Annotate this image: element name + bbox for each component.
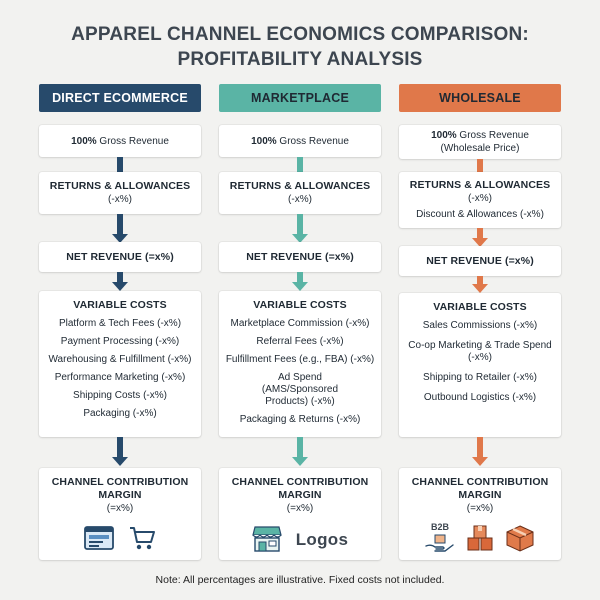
contribution-margin-box: CHANNEL CONTRIBUTION MARGIN (=x%) — [39, 468, 201, 560]
margin-line-1: CHANNEL CONTRIBUTION — [411, 476, 549, 488]
gross-sub: (Wholesale Price) — [440, 143, 520, 154]
flow-arrow — [292, 272, 308, 292]
gross-label: Gross Revenue — [456, 130, 529, 141]
net-revenue-box: NET REVENUE (=x%) — [399, 246, 561, 276]
cost-item: Warehousing & Fulfillment (-x%) — [48, 354, 192, 365]
returns-heading: RETURNS & ALLOWANCES — [229, 180, 371, 192]
cost-item: Sales Commissions (-x%) — [422, 320, 538, 331]
margin-line-1: CHANNEL CONTRIBUTION — [51, 476, 189, 488]
cost-item: Marketplace Commission (-x%) — [230, 318, 370, 329]
title-line-2: PROFITABILITY ANALYSIS — [177, 49, 423, 70]
flow-arrow — [472, 228, 488, 248]
net-revenue-box: NET REVENUE (=x%) — [39, 242, 201, 272]
net-revenue: NET REVENUE (=x%) — [66, 250, 174, 263]
gross-revenue-box: 100% Gross Revenue — [39, 125, 201, 157]
returns-heading: RETURNS & ALLOWANCES — [409, 179, 551, 191]
gross-label: Gross Revenue — [276, 135, 349, 147]
net-revenue: NET REVENUE (=x%) — [426, 254, 534, 267]
margin-line-2: MARGIN — [98, 489, 142, 501]
page-title: APPAREL CHANNEL ECONOMICS COMPARISON: PR… — [0, 22, 600, 72]
cost-item: Shipping Costs (-x%) — [73, 390, 167, 401]
margin-line-2: MARGIN — [458, 489, 502, 501]
net-revenue: NET REVENUE (=x%) — [246, 250, 354, 263]
footnote: Note: All percentages are illustrative. … — [155, 574, 445, 586]
variable-costs-heading: VARIABLE COSTS — [433, 301, 527, 313]
package-icon — [506, 524, 534, 552]
flow-arrow — [292, 437, 308, 467]
flow-arrow — [112, 214, 128, 244]
shopping-cart-icon — [130, 527, 155, 550]
gross-label: Gross Revenue — [96, 135, 169, 147]
margin-value: (=x%) — [106, 503, 134, 514]
returns-heading: RETURNS & ALLOWANCES — [49, 180, 191, 192]
returns-value: (-x%) — [108, 194, 132, 205]
gross-pct: 100% — [251, 135, 277, 147]
cost-item: Co-op Marketing & Trade Spend (-x%) — [408, 340, 552, 363]
b2b-label: B2B — [430, 522, 449, 532]
storefront-icon — [251, 526, 282, 552]
logos-placeholder-text: Logos — [295, 529, 349, 549]
column-header: MARKETPLACE — [219, 84, 381, 112]
gross-revenue-box: 100% Gross Revenue — [219, 125, 381, 157]
variable-costs-box: VARIABLE COSTS Sales Commissions (-x%) C… — [399, 293, 561, 437]
net-revenue-box: NET REVENUE (=x%) — [219, 242, 381, 272]
contribution-margin-box: CHANNEL CONTRIBUTION MARGIN (=x%) B2B — [399, 468, 561, 560]
cost-item: Packaging & Returns (-x%) — [239, 414, 361, 425]
flow-arrow — [472, 437, 488, 467]
margin-value: (=x%) — [466, 503, 494, 514]
cost-item: Performance Marketing (-x%) — [54, 372, 186, 383]
browser-window-icon — [84, 526, 114, 550]
gross-pct: 100% — [431, 130, 457, 141]
variable-costs-box: VARIABLE COSTS Platform & Tech Fees (-x%… — [39, 291, 201, 437]
box-stack-icon — [467, 525, 493, 550]
returns-value: (-x%) — [288, 194, 312, 205]
margin-line-1: CHANNEL CONTRIBUTION — [231, 476, 369, 488]
variable-costs-heading: VARIABLE COSTS — [253, 299, 347, 311]
variable-costs-heading: VARIABLE COSTS — [73, 299, 167, 311]
gross-pct: 100% — [71, 135, 97, 147]
cost-item: Packaging (-x%) — [83, 408, 157, 419]
margin-value: (=x%) — [286, 503, 314, 514]
title-line-1: APPAREL CHANNEL ECONOMICS COMPARISON: — [71, 24, 529, 45]
column-header: DIRECT ECOMMERCE — [39, 84, 201, 112]
returns-box: RETURNS & ALLOWANCES (-x%) — [219, 172, 381, 214]
cost-item: Payment Processing (-x%) — [60, 336, 180, 347]
returns-box: RETURNS & ALLOWANCES (-x%) Discount & Al… — [399, 172, 561, 228]
contribution-margin-box: CHANNEL CONTRIBUTION MARGIN (=x%) Logos — [219, 468, 381, 560]
column-header: WHOLESALE — [399, 84, 561, 112]
flow-arrow — [292, 214, 308, 244]
flow-arrow — [472, 276, 488, 294]
flow-arrow — [112, 272, 128, 292]
variable-costs-box: VARIABLE COSTS Marketplace Commission (-… — [219, 291, 381, 437]
cost-item: Platform & Tech Fees (-x%) — [58, 318, 182, 329]
gross-revenue-box: 100% Gross Revenue (Wholesale Price) — [399, 125, 561, 159]
cost-item: Outbound Logistics (-x%) — [423, 392, 537, 403]
flow-arrow — [112, 437, 128, 467]
cost-item: Ad Spend (AMS/Sponsored Products) (-x%) — [261, 372, 339, 407]
cost-item: Referral Fees (-x%) — [256, 336, 344, 347]
returns-box: RETURNS & ALLOWANCES (-x%) — [39, 172, 201, 214]
cost-item: Fulfillment Fees (e.g., FBA) (-x%) — [225, 354, 375, 365]
returns-extra: Discount & Allowances (-x%) — [416, 209, 544, 220]
hand-box-icon: B2B — [425, 521, 455, 554]
margin-line-2: MARGIN — [278, 489, 322, 501]
cost-item: Shipping to Retailer (-x%) — [423, 372, 537, 383]
returns-value: (-x%) — [468, 193, 492, 204]
